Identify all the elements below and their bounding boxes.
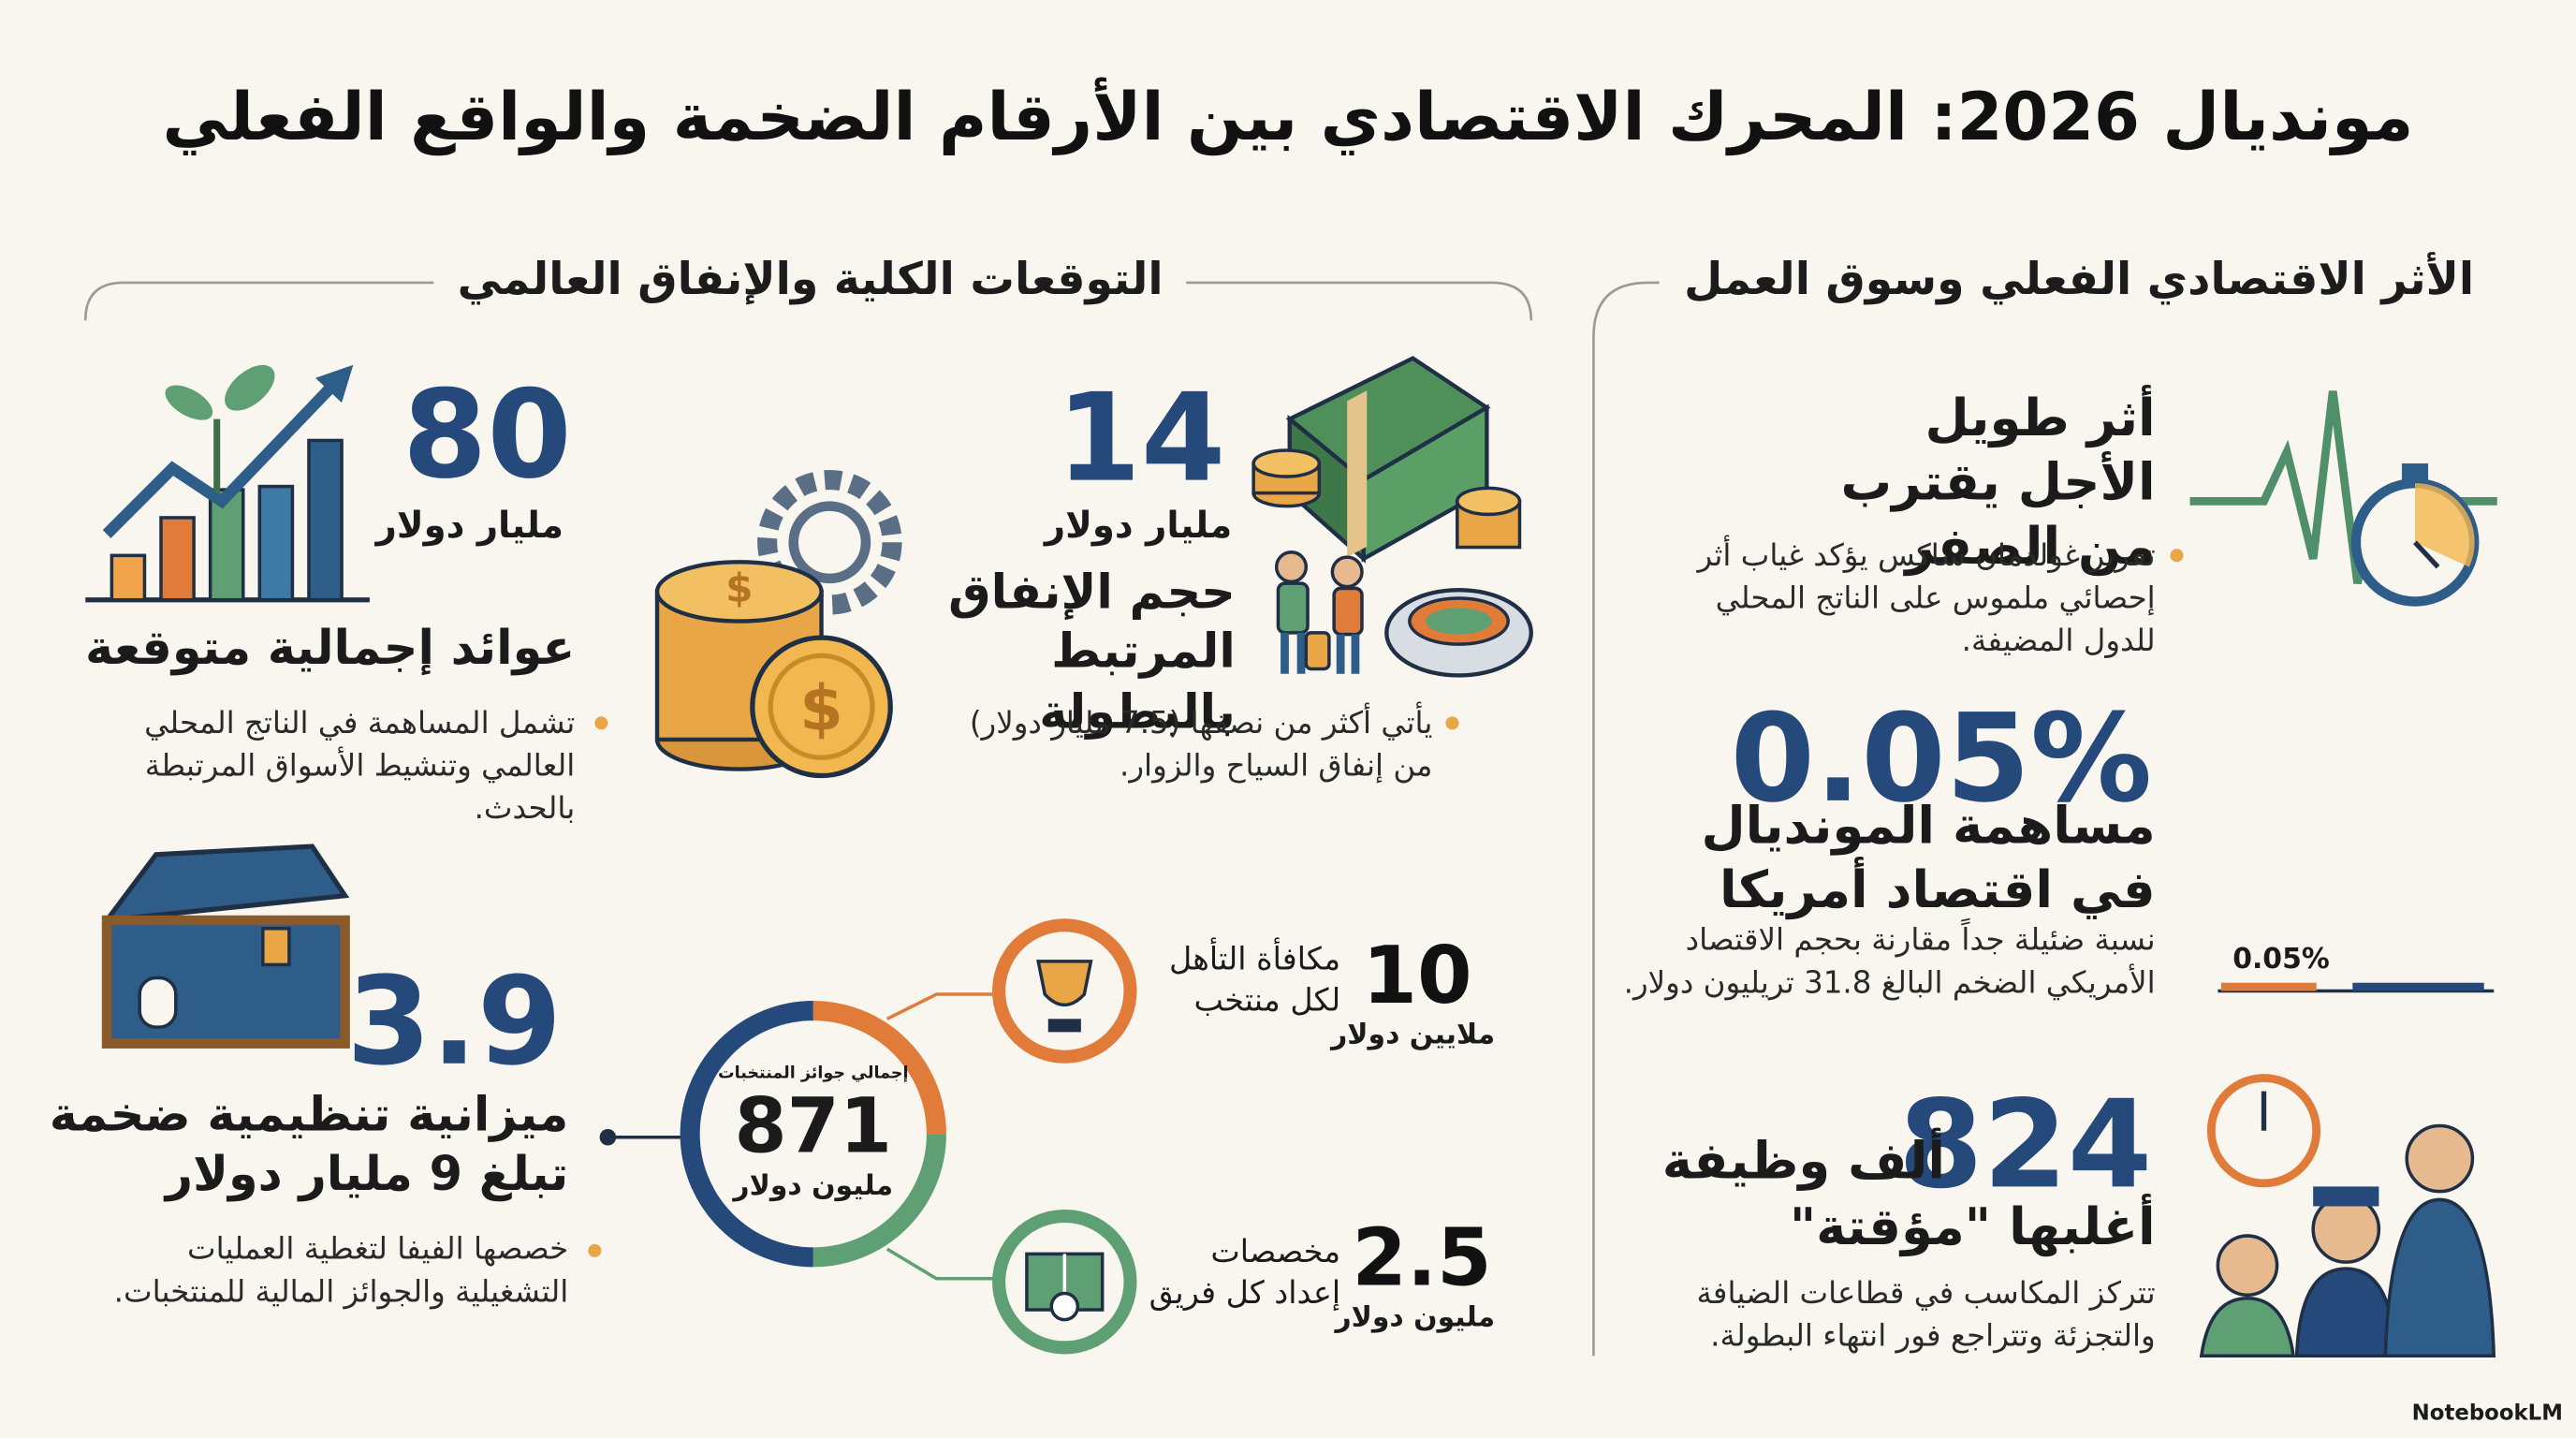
brand: NotebookLM — [2411, 1401, 2563, 1427]
decor-rect — [1047, 1019, 1081, 1033]
card-note: تشمل المساهمة في الناتج المحلي العالمي و… — [144, 706, 576, 827]
decor-circle — [768, 653, 875, 760]
decor-ellipse — [654, 560, 824, 624]
prize-value: 10 — [1362, 930, 1472, 1022]
decor-rect — [2220, 982, 2317, 991]
prize-donut — [599, 918, 1137, 1355]
decor-rect — [1332, 586, 1364, 637]
decor-circle — [788, 501, 871, 584]
decor-rect — [138, 976, 178, 1029]
chest-icon — [101, 844, 350, 1049]
stat-value: 3.9 — [346, 951, 563, 1093]
decor-circle — [1049, 1291, 1080, 1322]
decor-path — [2199, 1297, 2296, 1357]
decor-ellipse — [165, 385, 213, 420]
decor-circle — [2216, 1234, 2279, 1298]
bullet — [594, 716, 608, 730]
decor-path — [2383, 1197, 2496, 1357]
stat-unit: ألف وظيفة — [1661, 1132, 1946, 1192]
decor-path — [812, 1001, 946, 1135]
decor-rect — [1347, 390, 1368, 558]
decor-rect — [101, 915, 350, 1049]
stat-unit: مليار دولار — [375, 506, 564, 548]
donut-value: 871 — [734, 1081, 893, 1170]
decor-ellipse — [1426, 608, 1492, 635]
decor-rect — [110, 553, 147, 602]
decor-path — [1592, 281, 1660, 1357]
decor-polygon — [315, 364, 354, 404]
card-title: مساهمة المونديال في اقتصاد أمريكا — [1701, 797, 2156, 920]
decor-rect — [1304, 631, 1331, 671]
decor-rect — [307, 438, 344, 602]
decor-polyline — [102, 377, 342, 538]
decor-rect — [2352, 982, 2484, 991]
decor-path — [680, 1001, 813, 1268]
card-note: تقرير غولدمان ساكس يؤكد غياب أثر إحصائي … — [1697, 538, 2156, 659]
card-note: تتركز المكاسب في قطاعات الضيافة والتجزئة… — [1696, 1276, 2156, 1355]
stat-unit: مليار دولار — [1044, 506, 1233, 548]
section-heading: التوقعات الكلية والإنفاق العالمي — [434, 255, 1187, 308]
dollar-sign: $ — [799, 671, 842, 744]
decor-path — [886, 1247, 994, 1281]
decor-circle — [1330, 555, 1364, 589]
decor-rect — [208, 488, 245, 602]
card-note: يأتي أكثر من نصفها (7.5 مليار دولار) من … — [969, 706, 1433, 785]
stat-value: 824 — [1898, 1075, 2153, 1216]
stat-value: 0.05% — [1730, 688, 2153, 830]
stat-value: 14 — [1056, 368, 1226, 510]
bar-label: 0.05% — [2232, 943, 2330, 976]
card-title: أثر طويل الأجل يقترب من الصفر — [1840, 389, 2156, 577]
decor-rect — [159, 516, 196, 602]
dollar-sign: $ — [725, 565, 753, 610]
workers-icon — [2199, 1074, 2496, 1357]
section-heading: الأثر الاقتصادي الفعلي وسوق العمل — [1661, 255, 2497, 308]
card-title: حجم الإنفاق المرتبط بالبطولة — [948, 564, 1236, 740]
tourists-icon — [1274, 550, 1533, 678]
growth-icon — [85, 364, 370, 603]
bullet — [588, 1243, 602, 1257]
decor-circle — [2405, 1123, 2475, 1194]
prize-value: 2.5 — [1352, 1212, 1492, 1305]
decor-rect — [2313, 1186, 2379, 1207]
card-note: خصصها الفيفا لتغطية العمليات التشغيلية و… — [113, 1232, 569, 1310]
decor-path — [886, 992, 994, 1020]
decor-circle — [599, 1128, 617, 1146]
card-title: أغلبها "مؤقتة" — [1789, 1197, 2156, 1257]
decor-rect — [2401, 463, 2429, 480]
decor-ellipse — [1251, 448, 1322, 478]
decor-path — [2414, 483, 2475, 567]
stat-value: 80 — [402, 364, 572, 506]
prize-label: مخصصات إعداد كل فريق — [1149, 1234, 1341, 1312]
card-title: عوائد إجمالية متوقعة — [84, 619, 576, 676]
decor-ellipse — [225, 364, 275, 411]
prize-label: مكافأة التأهل لكل منتخب — [1169, 941, 1341, 1019]
prize-unit: ملايين دولار — [1331, 1019, 1496, 1052]
prize-unit: مليون دولار — [1335, 1301, 1496, 1335]
decor-path — [101, 844, 350, 924]
decor-path — [812, 1134, 946, 1268]
decor-path — [1036, 960, 1093, 1007]
money-icon — [1251, 356, 1522, 564]
pulse-icon — [2189, 390, 2497, 607]
coins-icon: $ $ — [654, 470, 902, 779]
bullet — [1445, 716, 1459, 730]
decor-rect — [1276, 581, 1310, 635]
decor-rect — [261, 927, 291, 967]
decor-circle — [1274, 550, 1309, 584]
decor-ellipse — [1456, 486, 1522, 517]
share-bar — [2217, 982, 2495, 993]
card-title: ميزانية تنظيمية ضخمة تبلغ 9 مليار دولار — [49, 1086, 569, 1202]
decor-rect — [257, 484, 295, 602]
donut-caption: إجمالي جوائز المنتخبات — [718, 1064, 909, 1083]
decor-path — [2294, 1267, 2397, 1357]
donut-unit: مليون دولار — [733, 1169, 894, 1203]
bullet — [2170, 549, 2184, 563]
card-note: نسبة ضئيلة جداً مقارنة بحجم الاقتصاد الأ… — [1623, 923, 2156, 1001]
decor-line — [2413, 540, 2440, 569]
page-title: مونديال 2026: المحرك الاقتصادي بين الأرق… — [162, 81, 2414, 156]
